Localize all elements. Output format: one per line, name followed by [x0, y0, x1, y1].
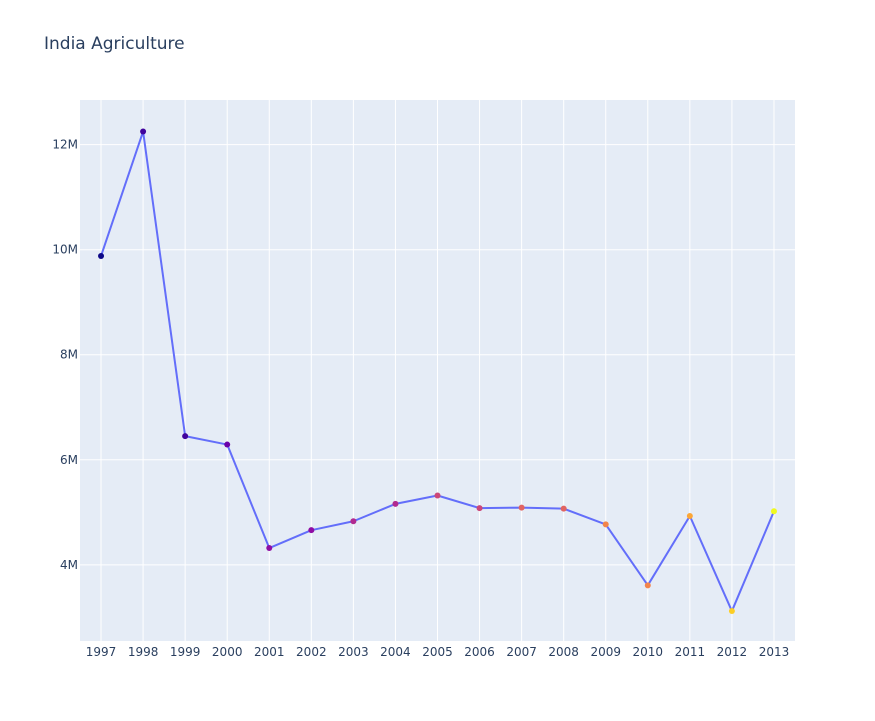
x-tick-label: 2011	[675, 645, 706, 659]
data-point[interactable]	[602, 521, 609, 528]
x-tick-label: 2005	[422, 645, 453, 659]
x-tick-label: 1997	[86, 645, 117, 659]
gridlines	[80, 100, 795, 641]
x-tick-label: 2012	[717, 645, 748, 659]
data-point[interactable]	[224, 441, 231, 448]
x-tick-label: 2003	[338, 645, 369, 659]
y-tick-label: 10M	[52, 243, 78, 257]
x-tick-label: 2006	[464, 645, 495, 659]
x-tick-label: 2009	[590, 645, 621, 659]
x-tick-label: 2008	[548, 645, 579, 659]
data-point[interactable]	[98, 252, 105, 259]
x-tick-label: 2001	[254, 645, 285, 659]
data-point[interactable]	[476, 505, 483, 512]
data-point[interactable]	[140, 128, 147, 135]
x-tick-label: 1999	[170, 645, 201, 659]
y-tick-label: 6M	[60, 453, 78, 467]
data-point[interactable]	[770, 508, 777, 515]
x-tick-label: 2013	[759, 645, 790, 659]
data-point[interactable]	[392, 500, 399, 507]
data-point[interactable]	[518, 504, 525, 511]
x-tick-label: 2007	[506, 645, 537, 659]
data-point[interactable]	[182, 433, 189, 440]
series-layer	[98, 128, 777, 615]
x-tick-label: 2000	[212, 645, 243, 659]
data-point[interactable]	[308, 527, 315, 534]
y-tick-label: 8M	[60, 348, 78, 362]
y-tick-label: 4M	[60, 558, 78, 572]
data-point[interactable]	[350, 518, 357, 525]
x-tick-label: 2002	[296, 645, 327, 659]
data-point[interactable]	[560, 505, 567, 512]
data-point[interactable]	[644, 582, 651, 589]
data-point[interactable]	[728, 608, 735, 615]
data-point[interactable]	[434, 492, 441, 499]
x-tick-label: 2004	[380, 645, 411, 659]
x-tick-label: 2010	[633, 645, 664, 659]
y-tick-label: 12M	[52, 138, 78, 152]
axis-labels: 4M 6M 8M 10M 12M 1997 1998 1999 2000 2001 2002 2003…	[52, 138, 789, 659]
chart-title: India Agriculture	[44, 34, 185, 54]
data-point[interactable]	[686, 512, 693, 519]
data-point[interactable]	[266, 545, 273, 552]
x-tick-label: 1998	[128, 645, 159, 659]
